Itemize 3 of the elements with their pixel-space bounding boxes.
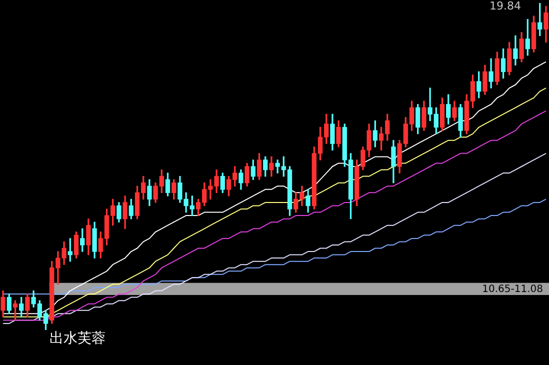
- text: 出水芙蓉: [49, 330, 106, 347]
- annotation: 19.84: [490, 0, 521, 12]
- band-label: 10.65-11.08: [482, 284, 543, 296]
